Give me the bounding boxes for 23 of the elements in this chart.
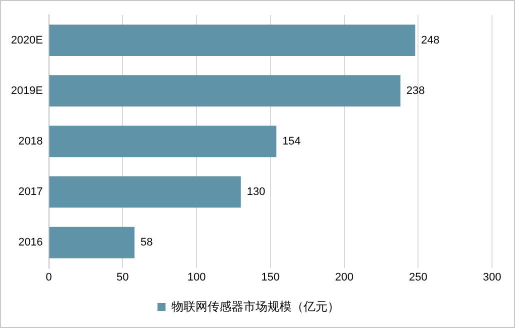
y-tick-label: 2020E [10, 34, 43, 46]
y-tick-label: 2019E [10, 84, 43, 97]
bar [49, 126, 276, 158]
x-tick-label: 150 [261, 271, 280, 284]
bar [49, 176, 241, 208]
bar [49, 24, 416, 56]
data-label: 238 [406, 84, 425, 97]
data-label: 130 [246, 186, 266, 198]
x-tick-label: 50 [116, 271, 129, 284]
legend-label: 物联网传感器市场规模（亿元） [172, 299, 340, 314]
x-tick-label: 250 [408, 271, 428, 284]
y-tick-label: 2018 [18, 135, 43, 148]
x-tick-label: 0 [46, 271, 52, 284]
x-tick-label: 300 [482, 271, 502, 284]
x-tick-label: 200 [335, 271, 354, 284]
y-tick-label: 2016 [18, 236, 43, 249]
data-label: 154 [282, 135, 301, 148]
y-tick-label: 2017 [18, 186, 43, 198]
data-label: 58 [140, 236, 153, 249]
x-tick-label: 100 [187, 271, 206, 284]
bar [49, 75, 400, 107]
bar [49, 226, 134, 258]
data-label: 248 [421, 34, 440, 46]
